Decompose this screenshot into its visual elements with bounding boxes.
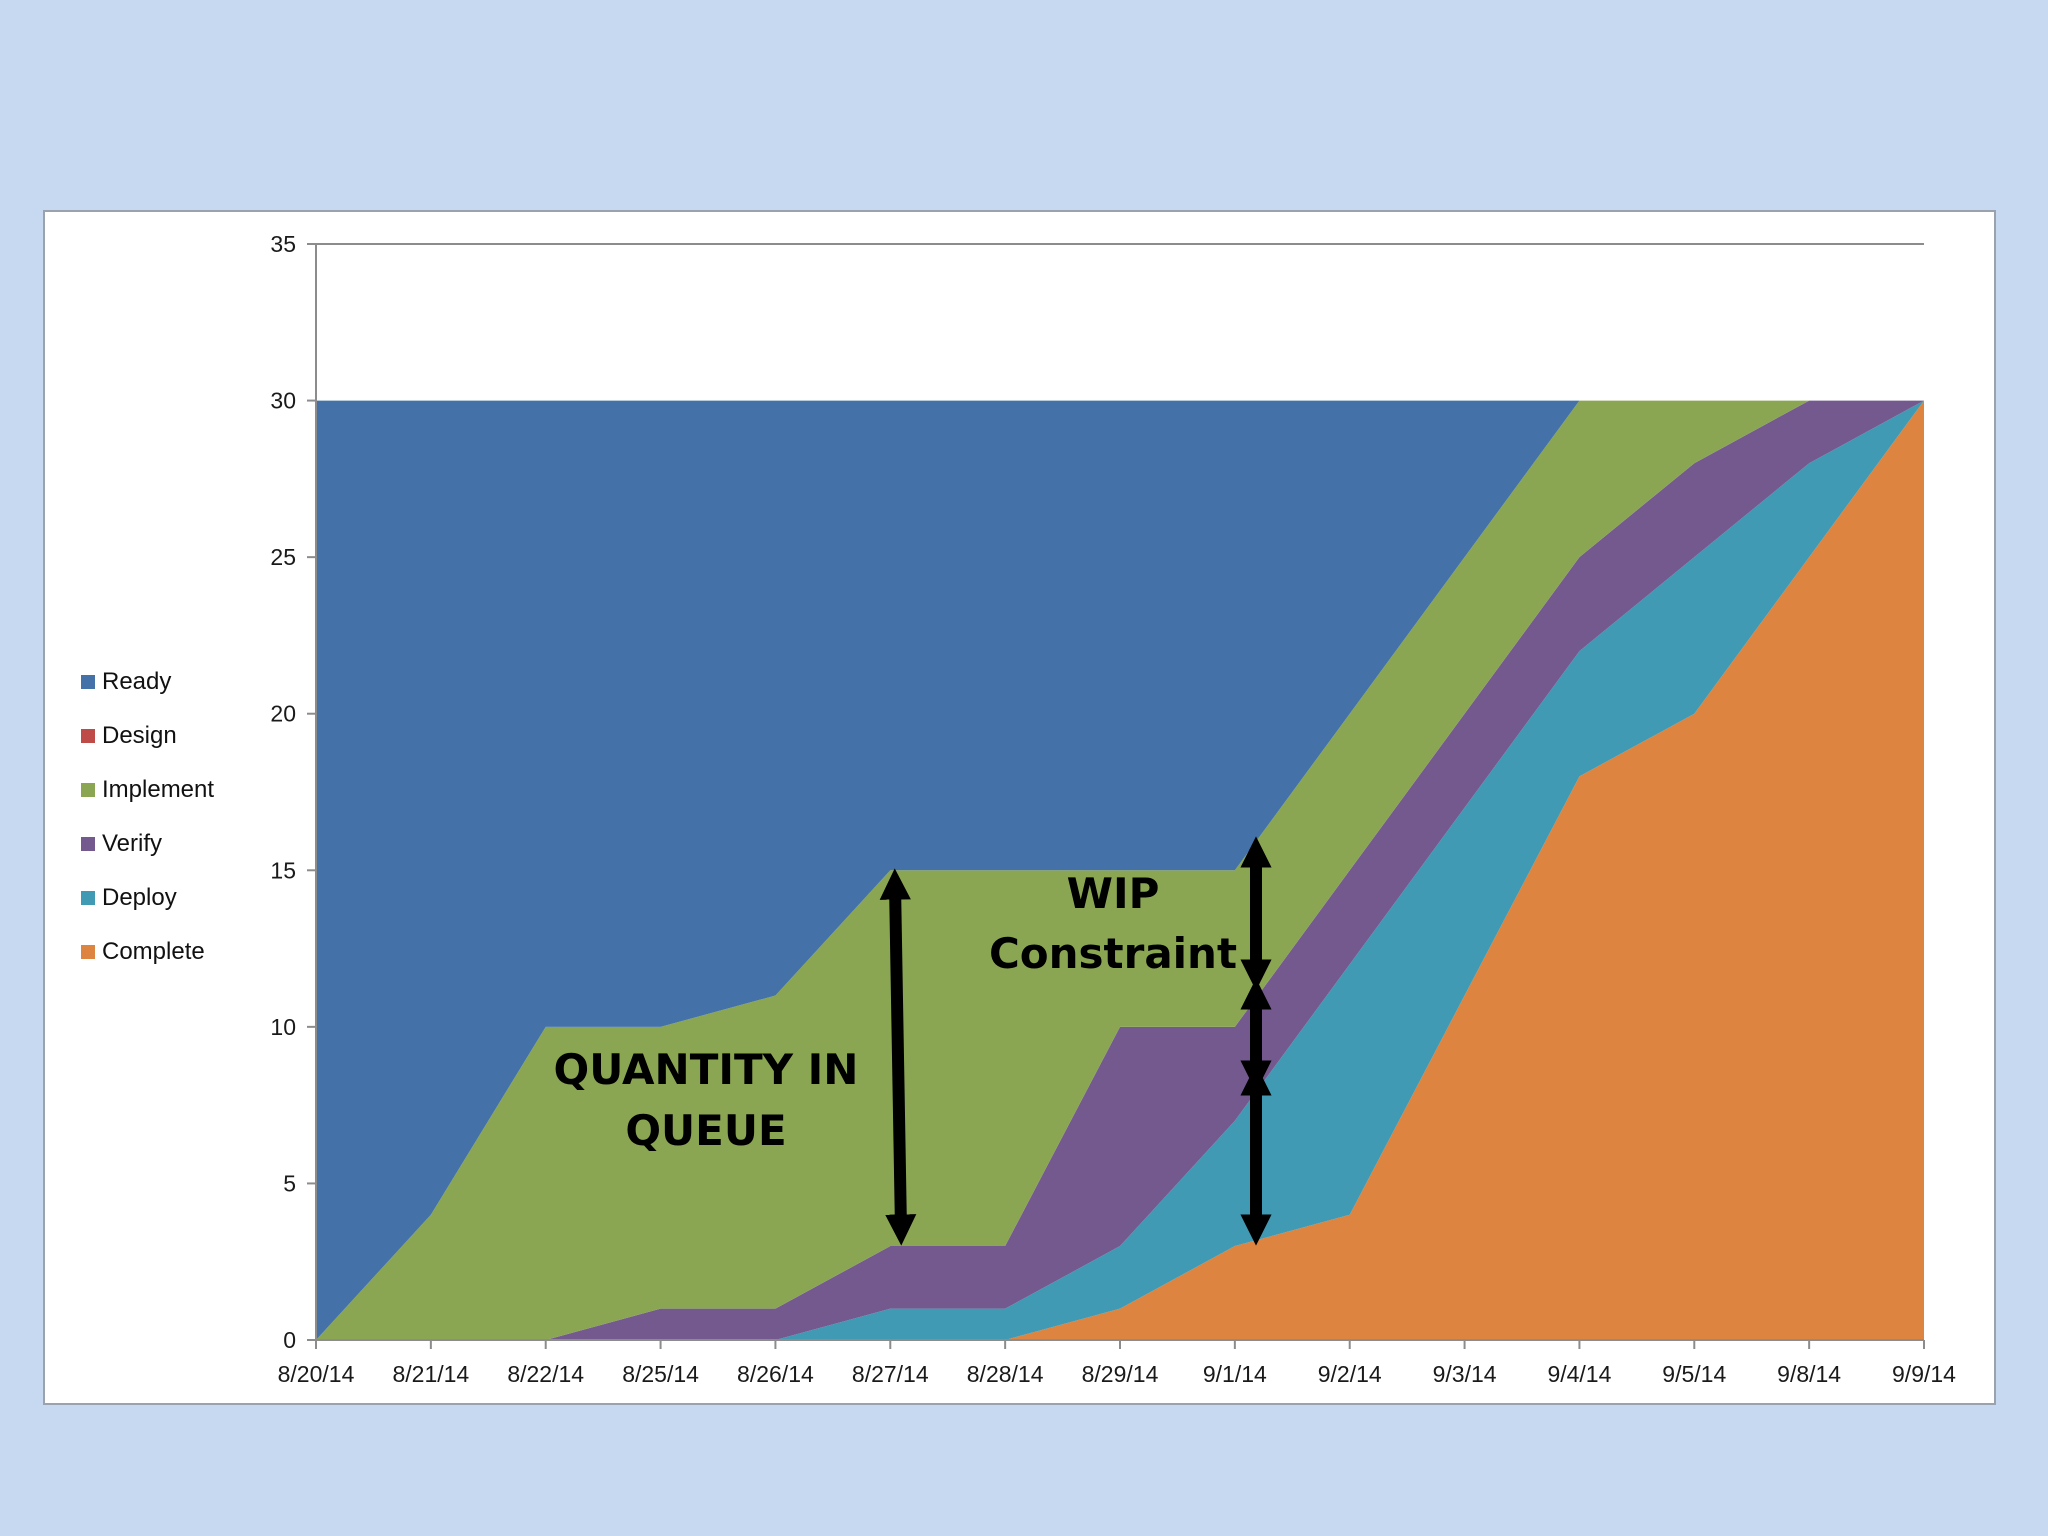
- cumulative-flow-chart: 0 5 10 15 20 25 30 35 8/20/14 8/21/14 8/22/14 8/25/…: [81, 231, 1956, 1387]
- y-tick-label: 35: [270, 231, 296, 257]
- legend-label: Verify: [102, 830, 162, 857]
- x-tick-label: 9/3/14: [1433, 1361, 1497, 1387]
- y-tick-label: 30: [270, 388, 296, 414]
- legend-item-deploy: Deploy: [81, 884, 177, 911]
- x-tick-label: 8/25/14: [622, 1361, 699, 1387]
- x-tick-label: 8/29/14: [1082, 1361, 1159, 1387]
- legend-swatch: [81, 945, 95, 959]
- x-tick-label: 8/28/14: [967, 1361, 1044, 1387]
- legend-label: Deploy: [102, 884, 177, 911]
- area-verify: [316, 400, 1924, 1340]
- queue-arrow: [879, 868, 917, 1246]
- x-tick-label: 9/9/14: [1892, 1361, 1956, 1387]
- legend-item-ready: Ready: [81, 668, 171, 695]
- legend-item-verify: Verify: [81, 830, 162, 857]
- y-tick-label: 25: [270, 544, 296, 570]
- area-complete: [316, 400, 1924, 1340]
- legend-item-design: Design: [81, 722, 177, 749]
- y-tick-label: 5: [283, 1170, 296, 1196]
- annotations: QUANTITY IN QUEUE WIP Constraint: [554, 836, 1272, 1246]
- legend-label: Design: [102, 722, 177, 749]
- legend-swatch: [81, 783, 95, 797]
- areas-layer: [316, 400, 1924, 1340]
- x-tick-label: 8/21/14: [392, 1361, 469, 1387]
- legend-label: Complete: [102, 938, 205, 965]
- legend-label: Ready: [102, 668, 171, 695]
- legend-swatch: [81, 837, 95, 851]
- y-tick-label: 20: [270, 701, 296, 727]
- chart-panel: 0 5 10 15 20 25 30 35 8/20/14 8/21/14 8/22/14 8/25/…: [43, 210, 1996, 1405]
- x-tick-label: 8/20/14: [278, 1361, 355, 1387]
- x-tick-label: 8/22/14: [507, 1361, 584, 1387]
- y-tick-label: 10: [270, 1014, 296, 1040]
- x-tick-label: 9/2/14: [1318, 1361, 1382, 1387]
- legend-swatch: [81, 729, 95, 743]
- x-tick-label: 9/8/14: [1777, 1361, 1841, 1387]
- y-tick-label: 15: [270, 857, 296, 883]
- x-tick-label: 8/27/14: [852, 1361, 929, 1387]
- annotation-wip: WIP Constraint: [989, 869, 1237, 978]
- area-ready: [316, 400, 1924, 1340]
- x-tick-label: 9/1/14: [1203, 1361, 1267, 1387]
- x-tick-label: 9/5/14: [1662, 1361, 1726, 1387]
- axes-layer: 0 5 10 15 20 25 30 35 8/20/14 8/21/14 8/22/14 8/25/…: [270, 231, 1956, 1387]
- x-tick-label: 9/4/14: [1547, 1361, 1611, 1387]
- annotation-quantity: QUANTITY IN QUEUE: [554, 1045, 859, 1155]
- legend-swatch: [81, 675, 95, 689]
- legend: Ready Design Implement Verify Deploy Complete: [81, 668, 214, 965]
- legend-swatch: [81, 891, 95, 905]
- legend-label: Implement: [102, 776, 214, 803]
- y-tick-label: 0: [283, 1327, 296, 1353]
- legend-item-complete: Complete: [81, 938, 205, 965]
- legend-item-implement: Implement: [81, 776, 214, 803]
- x-tick-label: 8/26/14: [737, 1361, 814, 1387]
